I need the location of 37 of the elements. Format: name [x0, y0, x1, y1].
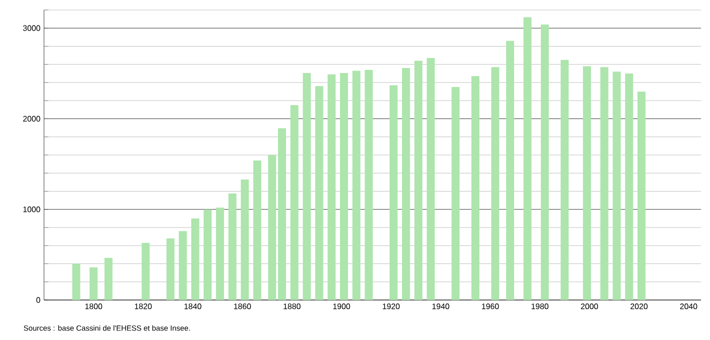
- bar: [204, 209, 212, 300]
- bar: [104, 258, 112, 300]
- bar: [240, 179, 249, 300]
- bar: [278, 128, 286, 300]
- bar: [216, 208, 224, 300]
- bar: [625, 73, 634, 300]
- bar: [328, 74, 336, 300]
- bar: [352, 70, 360, 300]
- bar: [491, 67, 500, 300]
- bar: [523, 17, 532, 300]
- bar: [315, 86, 324, 300]
- bar: [390, 85, 398, 300]
- bar: [638, 92, 646, 300]
- bar: [582, 66, 591, 300]
- bar: [290, 105, 298, 300]
- bar: [540, 24, 549, 300]
- bar: [142, 242, 150, 300]
- bar: [506, 40, 514, 300]
- bar: [426, 58, 435, 300]
- bar: [191, 218, 200, 300]
- bar: [471, 76, 480, 300]
- bar: [612, 72, 621, 300]
- bar: [452, 87, 460, 300]
- bar: [72, 264, 80, 300]
- bar: [560, 60, 569, 300]
- bar: [340, 72, 348, 300]
- bar: [600, 67, 608, 300]
- bar: [90, 267, 98, 300]
- bar: [364, 70, 373, 300]
- bar: [402, 68, 410, 300]
- bar: [178, 231, 187, 300]
- bar: [253, 160, 262, 300]
- bar: [414, 60, 422, 300]
- bar: [302, 72, 311, 300]
- bar: [268, 155, 276, 300]
- bar: [228, 194, 236, 300]
- bar: [166, 238, 174, 300]
